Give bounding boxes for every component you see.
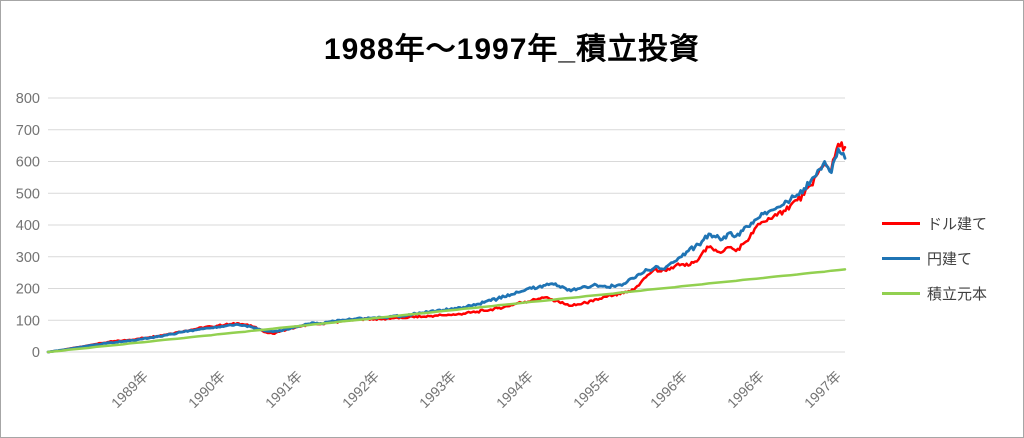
- x-axis-label: 1989年: [108, 368, 151, 411]
- legend-swatch: [882, 292, 920, 295]
- y-axis-label: 500: [16, 186, 40, 202]
- y-axis-label: 400: [16, 218, 40, 234]
- x-axis-label: 1993年: [416, 368, 459, 411]
- x-axis-label: 1991年: [262, 368, 305, 411]
- y-axis-label: 600: [16, 155, 40, 171]
- chart-legend: ドル建て円建て積立元本: [882, 206, 987, 311]
- series-line-2[interactable]: [46, 147, 847, 354]
- x-axis-label: 1992年: [339, 368, 382, 411]
- y-axis-label: 700: [16, 123, 40, 139]
- legend-label: 円建て: [927, 251, 973, 268]
- chart-title: 1988年〜1997年_積立投資: [323, 33, 701, 66]
- series-line-3[interactable]: [46, 268, 847, 354]
- y-axis-label: 800: [16, 91, 40, 107]
- legend-swatch: [882, 257, 920, 260]
- legend-item-1[interactable]: ドル建て: [882, 206, 987, 241]
- x-axis-label: 1997年: [801, 368, 844, 411]
- legend-item-2[interactable]: 円建て: [882, 241, 987, 276]
- y-axis-label: 200: [16, 282, 40, 298]
- legend-swatch: [882, 222, 920, 225]
- y-axis-label: 100: [16, 313, 40, 329]
- y-axis-label: 300: [16, 250, 40, 266]
- y-axis-label: 0: [32, 345, 40, 361]
- x-axis-label: 1990年: [185, 368, 228, 411]
- legend-label: ドル建て: [927, 216, 988, 233]
- legend-label: 積立元本: [927, 286, 988, 303]
- x-axis-label: 1996年: [724, 368, 767, 411]
- x-axis-label: 1995年: [570, 368, 613, 411]
- x-axis-label: 1994年: [493, 368, 536, 411]
- legend-item-3[interactable]: 積立元本: [882, 276, 987, 311]
- x-axis-label: 1996年: [647, 368, 690, 411]
